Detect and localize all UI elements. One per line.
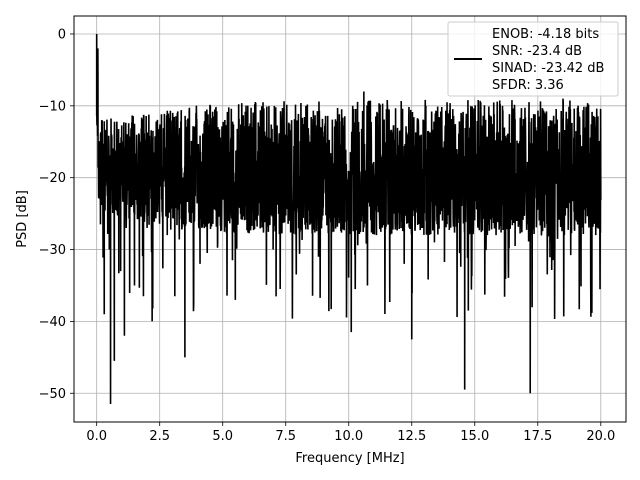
psd-series-line: [95, 33, 602, 405]
legend-entry-enob: ENOB: -4.18 bits: [492, 27, 599, 42]
x-tick-label: 5.0: [212, 429, 233, 444]
y-axis-label: PSD [dB]: [15, 190, 30, 248]
y-tick-label: −50: [39, 387, 66, 402]
x-tick-label: 0.0: [86, 429, 107, 444]
legend-entry-snr: SNR: -23.4 dB: [492, 44, 582, 59]
x-tick-label: 17.5: [523, 429, 552, 444]
x-tick-label: 7.5: [275, 429, 296, 444]
legend-entry-sfdr: SFDR: 3.36: [492, 78, 564, 93]
legend-entry-sinad: SINAD: -23.42 dB: [492, 61, 604, 76]
y-tick-label: −30: [39, 243, 66, 258]
y-tick-label: 0: [58, 27, 66, 42]
x-tick-label: 2.5: [149, 429, 170, 444]
y-tick-label: −10: [39, 99, 66, 114]
x-tick-label: 12.5: [397, 429, 426, 444]
x-axis-label: Frequency [MHz]: [295, 451, 404, 466]
series-layer: [95, 33, 602, 405]
axis-ticks: 0.0 2.5 5.0 7.5 10.0 12.5 15.0 17.5 20.0 0 −10 −20 −…: [39, 27, 616, 444]
y-tick-label: −40: [39, 315, 66, 330]
x-tick-label: 10.0: [334, 429, 363, 444]
legend: ENOB: -4.18 bits SNR: -23.4 dB SINAD: -2…: [447, 21, 619, 97]
plot-frame: [73, 15, 627, 423]
y-tick-label: −20: [39, 171, 66, 186]
legend-box: [447, 21, 619, 97]
x-tick-label: 15.0: [460, 429, 489, 444]
x-tick-label: 20.0: [586, 429, 615, 444]
